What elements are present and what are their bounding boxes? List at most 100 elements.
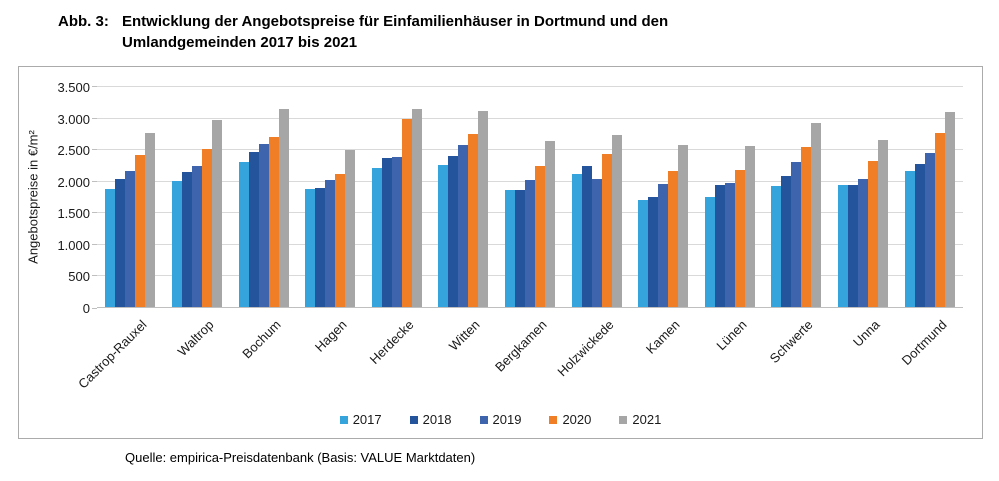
bar-group-l-nen (697, 87, 764, 307)
legend-item-2017: 2017 (339, 412, 382, 427)
y-axis-tick (92, 86, 97, 87)
legend-swatch-icon (339, 415, 348, 424)
y-axis-tick-label: 1.500 (57, 206, 90, 222)
bar-2020 (135, 154, 146, 307)
bar-2017 (371, 168, 382, 307)
bar-group-kamen (630, 87, 697, 307)
bar-2021 (145, 133, 156, 307)
legend-label: 2019 (492, 412, 522, 427)
y-axis-tick (92, 308, 97, 309)
y-axis-tick (92, 275, 97, 277)
bar-2019 (458, 144, 469, 307)
x-axis-label: Holzwickede (554, 317, 617, 380)
figure-title-text: Entwicklung der Angebotspreise für Einfa… (122, 11, 668, 53)
legend-swatch-icon (549, 415, 558, 424)
y-axis-tick-label: 3.500 (57, 80, 90, 95)
y-axis-tick-label: 2.000 (57, 174, 90, 190)
y-axis-tick-label: 1.000 (57, 237, 90, 253)
bar-group-hagen (297, 87, 364, 307)
bar-2019 (125, 171, 136, 307)
bar-group-bochum (230, 87, 297, 307)
bar-2020 (801, 146, 812, 307)
legend-item-2020: 2020 (549, 412, 591, 427)
x-axis-label: Lünen (713, 317, 750, 354)
plot-area (92, 86, 963, 309)
legend-label: 2021 (632, 412, 662, 427)
bar-2018 (648, 196, 659, 307)
bar-2018 (248, 152, 259, 307)
bar-2021 (345, 149, 356, 307)
bar-group-unna (830, 87, 897, 307)
bar-2019 (325, 180, 336, 307)
legend-label: 2020 (562, 412, 592, 427)
bar-2018 (581, 166, 592, 307)
figure-title-line1: Entwicklung der Angebotspreise für Einfa… (122, 13, 669, 30)
x-axis-labels: Castrop-Rauxel Waltrop Bochum Hagen Herdecke… (75, 313, 963, 409)
y-axis-title: Angebotspreise in €/m² (25, 130, 41, 264)
legend-swatch-icon (479, 415, 488, 424)
x-axis-label: Witten (446, 317, 483, 354)
bar-2020 (734, 169, 745, 307)
bar-2019 (191, 166, 202, 307)
bar-2018 (781, 176, 792, 307)
bar-2021 (678, 144, 689, 307)
figure-title: Abb. 3: Entwicklung der Angebotspreise f… (58, 11, 668, 53)
bar-2020 (868, 160, 879, 307)
bar-2020 (934, 133, 945, 307)
bar-2018 (714, 185, 725, 307)
bar-2017 (305, 188, 316, 307)
gridline (97, 117, 963, 119)
bar-group-holzwickede (563, 87, 630, 307)
bar-2021 (544, 140, 555, 307)
legend: 2017 2018 2019 2020 2021 (19, 412, 982, 427)
y-axis-tick (92, 180, 97, 182)
bar-2018 (181, 171, 192, 307)
y-axis-tick-label: 500 (68, 269, 90, 285)
y-axis-tick-label: 3.000 (57, 111, 90, 127)
bar-2021 (478, 111, 489, 307)
bar-2019 (391, 157, 402, 307)
bar-group-dortmund (896, 87, 963, 307)
bar-2017 (704, 197, 715, 307)
bar-2017 (238, 161, 249, 307)
source-note: Quelle: empirica-Preisdatenbank (Basis: … (125, 450, 476, 465)
bar-2018 (115, 179, 126, 307)
y-axis-tick (92, 149, 97, 151)
y-axis-tick-label: 2.500 (57, 143, 90, 159)
bar-group-bergkamen (497, 87, 564, 307)
bar-2020 (601, 153, 612, 307)
bar-2021 (811, 122, 822, 307)
y-axis-tick-label: 0 (82, 301, 90, 316)
legend-label: 2017 (352, 412, 382, 427)
bar-2018 (514, 190, 525, 307)
bar-2018 (381, 157, 392, 307)
x-axis-label: Hagen (312, 317, 350, 355)
bar-2020 (268, 136, 279, 307)
bar-2019 (724, 182, 735, 307)
bar-2018 (914, 163, 925, 307)
bar-2017 (838, 185, 849, 307)
x-axis-label: Dortmund (898, 317, 950, 368)
bar-2021 (278, 108, 289, 307)
legend-label: 2018 (422, 412, 452, 427)
bar-2019 (658, 183, 669, 307)
bar-group-waltrop (164, 87, 231, 307)
bar-group-herdecke (363, 87, 430, 307)
bar-2020 (468, 134, 479, 307)
chart: Angebotspreise in €/m² 0 500 1.000 1.500 2.0… (18, 66, 983, 439)
bar-2017 (638, 200, 649, 307)
bar-2019 (858, 179, 869, 307)
legend-item-2021: 2021 (619, 412, 661, 427)
y-axis-tick-labels: 0 500 1.000 1.500 2.000 2.500 3.000 3.500 (43, 80, 90, 316)
bar-group-witten (430, 87, 497, 307)
x-axis-label: Kamen (643, 317, 683, 357)
bar-2020 (668, 170, 679, 307)
x-axis-label: Bochum (238, 317, 284, 362)
figure-title-line2: Umlandgemeinden 2017 bis 2021 (122, 34, 358, 51)
bar-2017 (438, 164, 449, 307)
bar-2019 (791, 162, 802, 307)
bar-2018 (848, 184, 859, 307)
x-axis-label: Bergkamen (491, 317, 550, 375)
bar-2021 (878, 140, 889, 307)
